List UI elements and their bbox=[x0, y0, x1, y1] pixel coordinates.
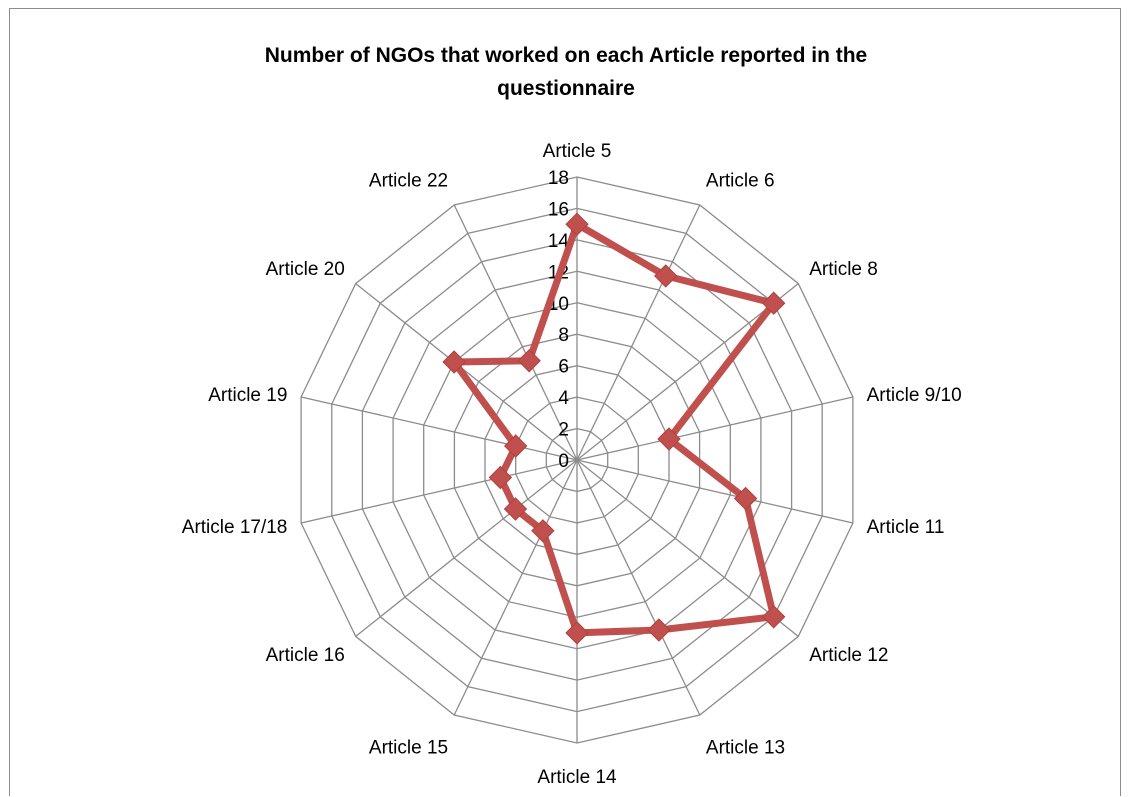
spoke-12 bbox=[300, 396, 578, 461]
data-point bbox=[657, 427, 681, 451]
data-point bbox=[442, 350, 466, 374]
tick-label: 6 bbox=[558, 357, 569, 378]
data-point bbox=[565, 212, 589, 236]
spoke-6 bbox=[576, 459, 799, 637]
data-point bbox=[503, 497, 528, 521]
data-point bbox=[488, 465, 513, 490]
tick-label: 0 bbox=[558, 451, 569, 472]
tick-label: 2 bbox=[558, 420, 569, 441]
tick-label: 18 bbox=[548, 168, 569, 189]
spoke-9 bbox=[453, 459, 578, 716]
data-point bbox=[531, 519, 555, 543]
data-point bbox=[565, 621, 589, 645]
category-label: Article 16 bbox=[266, 645, 345, 666]
spoke-2 bbox=[576, 204, 701, 461]
tick-label: 14 bbox=[548, 231, 570, 252]
data-point bbox=[503, 434, 528, 458]
category-label: Article 17/18 bbox=[182, 517, 288, 538]
spoke-3 bbox=[576, 283, 799, 461]
spoke-4 bbox=[576, 396, 854, 461]
series-layer bbox=[442, 212, 786, 645]
data-point bbox=[761, 291, 786, 315]
category-label: Article 12 bbox=[809, 645, 888, 666]
tick-label: 4 bbox=[558, 388, 569, 409]
spoke-11 bbox=[300, 459, 578, 524]
data-point bbox=[733, 486, 758, 511]
data-point bbox=[761, 605, 786, 629]
category-labels: Article 5 Article 6 Article 8 Article 9/10 A… bbox=[182, 141, 962, 788]
spoke-7 bbox=[576, 459, 701, 716]
data-point bbox=[517, 349, 541, 373]
series-line bbox=[450, 220, 778, 637]
category-label: Article 20 bbox=[266, 259, 345, 280]
category-label: Article 15 bbox=[369, 738, 448, 759]
category-label: Article 11 bbox=[867, 517, 945, 538]
category-label: Article 14 bbox=[537, 767, 617, 788]
data-point bbox=[653, 264, 678, 288]
category-label: Article 19 bbox=[208, 385, 287, 406]
category-label: Article 9/10 bbox=[867, 385, 962, 406]
spoke-5 bbox=[576, 459, 854, 524]
tick-label: 8 bbox=[558, 325, 569, 346]
spoke-10 bbox=[355, 459, 578, 637]
radar-grid bbox=[300, 176, 854, 744]
tick-label: 16 bbox=[548, 199, 569, 220]
category-label: Article 13 bbox=[706, 738, 785, 759]
category-label: Article 5 bbox=[543, 141, 612, 162]
spoke-14 bbox=[453, 204, 578, 461]
category-label: Article 6 bbox=[706, 170, 775, 191]
category-label: Article 8 bbox=[809, 259, 878, 280]
chart-frame bbox=[9, 8, 1121, 796]
data-point bbox=[647, 618, 671, 642]
spoke-13 bbox=[355, 283, 578, 461]
chart-title-line-1: Number of NGOs that worked on each Artic… bbox=[265, 44, 867, 67]
chart-title-line-2: questionnaire bbox=[497, 77, 635, 100]
category-label: Article 22 bbox=[369, 170, 448, 191]
